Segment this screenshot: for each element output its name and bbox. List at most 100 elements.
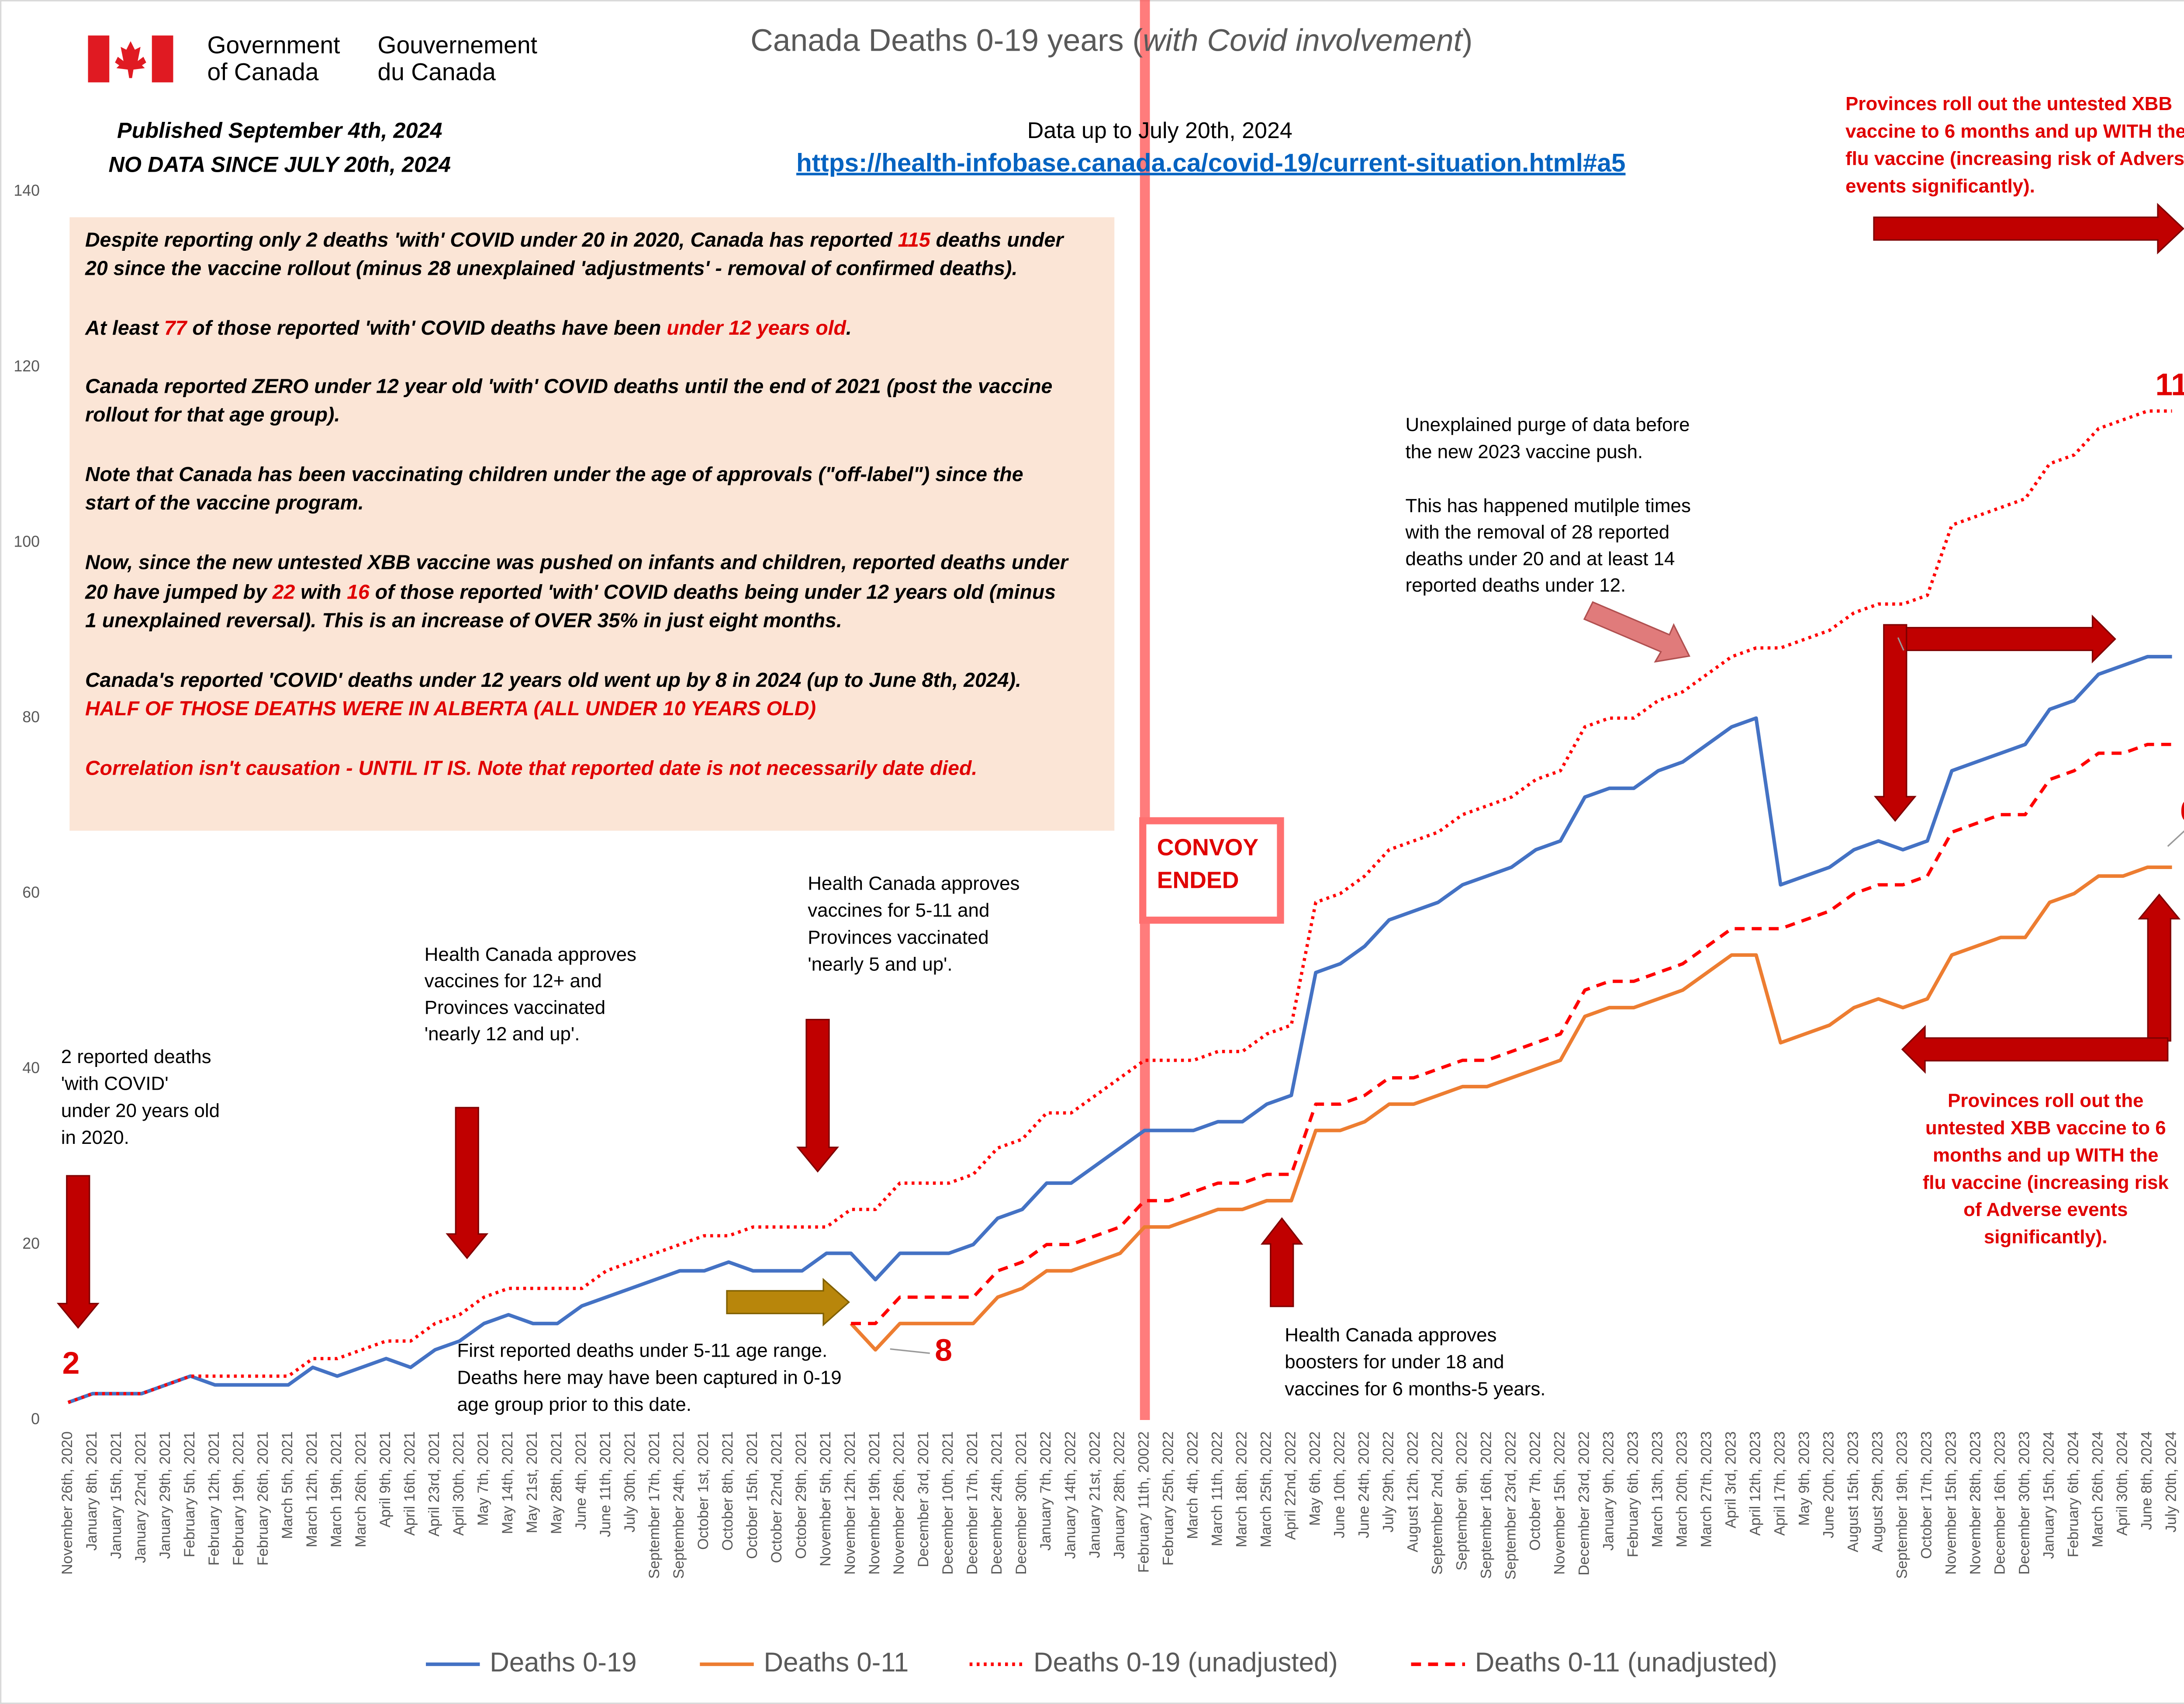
x-tick-label: June 4th, 2021: [573, 1431, 589, 1530]
series-line: [850, 865, 2172, 1352]
arrow-right-gold: [726, 1278, 850, 1326]
x-tick-label: January 22nd, 2021: [132, 1431, 149, 1563]
x-tick-label: January 7th, 2022: [1037, 1431, 1054, 1551]
x-tick-label: May 9th, 2023: [1796, 1431, 1812, 1526]
x-tick-label: October 1st, 2021: [695, 1431, 712, 1550]
x-tick-label: April 12th, 2023: [1747, 1431, 1763, 1536]
x-tick-label: November 28th, 2023: [1967, 1431, 1984, 1575]
box-run: 1 unexplained reversal). This is an incr…: [85, 609, 842, 632]
flag-band: [152, 35, 173, 83]
arrow-up: [2138, 893, 2181, 1042]
annotation: in 2020.: [61, 1127, 129, 1148]
x-tick-label: October 29th, 2021: [793, 1431, 809, 1559]
x-tick-label: September 9th, 2022: [1453, 1431, 1470, 1571]
x-tick-label: March 27th, 2023: [1698, 1431, 1714, 1547]
x-tick-label: June 10th, 2022: [1331, 1431, 1348, 1538]
published-note: Published September 4th, 2024: [117, 118, 442, 143]
box-line: At least 77 of those reported 'with' COV…: [85, 316, 852, 339]
box-run: 115: [898, 229, 931, 251]
x-tick-label: March 26th, 2021: [352, 1431, 369, 1547]
x-tick-label: March 12th, 2021: [304, 1431, 320, 1547]
leader-line: [2167, 830, 2184, 847]
x-tick-label: January 15th, 2024: [2040, 1431, 2057, 1559]
x-tick-label: September 24th, 2021: [670, 1431, 687, 1579]
annotation: First reported deaths under 5-11 age ran…: [457, 1340, 828, 1361]
x-tick-label: May 14th, 2021: [499, 1431, 516, 1534]
x-tick-label: January 29th, 2021: [157, 1431, 173, 1559]
box-run: At least: [85, 316, 164, 339]
annotation: ENDED: [1157, 867, 1239, 893]
x-tick-label: April 9th, 2021: [377, 1431, 394, 1527]
x-tick-label: April 30th, 2021: [450, 1431, 467, 1536]
annotation: This has happened mutilple times: [1406, 495, 1691, 516]
annotation: under 20 years old: [61, 1100, 220, 1121]
leader-line: [1897, 637, 1904, 651]
box-run: .: [846, 316, 852, 339]
annotation-box: [69, 217, 1115, 831]
box-run: Canada's reported 'COVID' deaths under 1…: [85, 668, 1021, 691]
arrow-right: [1906, 614, 2116, 664]
x-tick-label: June 8th, 2024: [2139, 1431, 2155, 1530]
x-tick-label: June 24th, 2022: [1355, 1431, 1372, 1538]
data-label: 8: [935, 1333, 952, 1368]
flag: [88, 35, 173, 83]
annotation: events significantly).: [1845, 175, 2035, 197]
annotation: Provinces roll out the untested XBB: [1845, 93, 2172, 114]
x-tick-label: August 12th, 2022: [1404, 1431, 1421, 1552]
box-line: 20 since the vaccine rollout (minus 28 u…: [85, 257, 1017, 280]
chart-title: Canada Deaths 0-19 years (with Covid inv…: [750, 23, 1472, 58]
box-line: Correlation isn't causation - UNTIL IT I…: [85, 757, 977, 779]
x-tick-label: March 11th, 2022: [1209, 1431, 1225, 1546]
annotation: Health Canada approves: [425, 944, 636, 965]
box-run: of those reported 'with' COVID deaths be…: [370, 581, 1056, 603]
x-tick-label: January 14th, 2022: [1062, 1431, 1078, 1559]
y-tick-label: 60: [22, 884, 40, 901]
annotation: Provinces vaccinated: [808, 927, 988, 948]
x-tick-label: August 29th, 2023: [1869, 1431, 1886, 1552]
x-tick-label: November 19th, 2021: [866, 1431, 883, 1575]
y-tick-label: 0: [31, 1410, 40, 1427]
annotation: 'with COVID': [61, 1073, 169, 1094]
government-fr: du Canada: [378, 59, 496, 86]
x-tick-label: March 5th, 2021: [279, 1431, 296, 1539]
box-run: under 12 years old: [667, 316, 847, 339]
series-line: [67, 655, 2172, 1404]
leader-line: [890, 1348, 930, 1354]
government-fr: Gouvernement: [378, 31, 537, 59]
convoy-box: [1139, 817, 1284, 924]
x-tick-label: December 17th, 2021: [964, 1431, 981, 1575]
arrows: [56, 203, 2184, 1329]
y-tick-label: 100: [14, 533, 40, 550]
box-run: Correlation isn't causation - UNTIL IT I…: [85, 757, 977, 779]
x-tick-label: January 9th, 2023: [1600, 1431, 1617, 1551]
x-tick-label: April 17th, 2023: [1771, 1431, 1788, 1536]
x-tick-label: September 17th, 2021: [646, 1431, 663, 1579]
flag-band: [88, 35, 110, 83]
annotation: age group prior to this date.: [457, 1394, 691, 1415]
title-part: Canada Deaths 0-19 years (: [750, 23, 1143, 58]
x-tick-label: February 25th, 2022: [1160, 1431, 1176, 1565]
box-run: deaths under: [930, 229, 1065, 251]
x-tick-label: December 24th, 2021: [988, 1431, 1005, 1575]
annotation: Health Canada approves: [1285, 1324, 1496, 1346]
x-tick-label: July 29th, 2022: [1380, 1431, 1396, 1532]
x-tick-label: May 21st, 2021: [524, 1431, 540, 1533]
annotation: significantly).: [1984, 1226, 2108, 1248]
legend-label: Deaths 0-11 (unadjusted): [1475, 1647, 1777, 1677]
x-tick-label: March 13th, 2023: [1649, 1431, 1666, 1547]
x-tick-label: January 8th, 2021: [83, 1431, 100, 1551]
legend-label: Deaths 0-11: [764, 1647, 909, 1677]
arrow-up: [1260, 1217, 1303, 1307]
published-note: NO DATA SINCE JULY 20th, 2024: [108, 152, 451, 177]
annotation: vaccines for 5-11 and: [808, 900, 989, 921]
x-tick-label: February 5th, 2021: [181, 1431, 198, 1557]
maple-leaf: [115, 41, 146, 78]
x-tick-label: March 20th, 2023: [1673, 1431, 1690, 1547]
x-tick-label: December 23rd, 2022: [1576, 1431, 1592, 1576]
x-tick-label: September 2nd, 2022: [1429, 1431, 1445, 1575]
x-tick-label: February 19th, 2021: [230, 1431, 247, 1565]
box-line: Canada reported ZERO under 12 year old '…: [85, 375, 1052, 398]
x-tick-label: November 26th, 2020: [59, 1431, 76, 1575]
